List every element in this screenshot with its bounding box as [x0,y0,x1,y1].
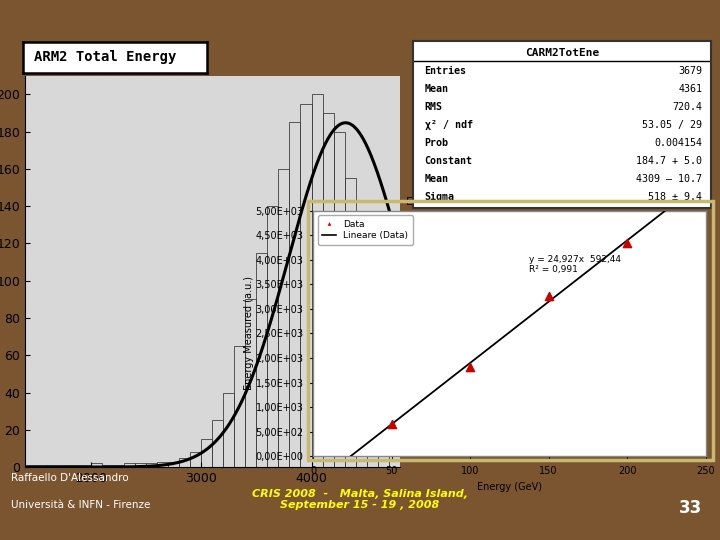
Point [464,362,476,371]
Text: χ² / ndf: χ² / ndf [425,120,472,130]
Bar [113,465,125,467]
Legend: Data, Lineare (Data): Data, Lineare (Data) [318,215,413,245]
Bar [125,463,135,467]
Bar [289,122,300,467]
Bar [223,393,235,467]
Bar [246,299,256,467]
Bar [400,439,410,467]
Point [543,291,554,300]
Text: Mean: Mean [425,84,449,94]
Bar [323,113,333,467]
Bar [202,439,212,467]
Bar [36,465,48,467]
Y-axis label: Energy Measured (a.u.): Energy Measured (a.u.) [244,276,254,390]
Bar [235,346,246,467]
X-axis label: Energy (GeV): Energy (GeV) [477,482,542,491]
Bar [58,465,69,467]
Bar [25,465,36,467]
Text: 4361: 4361 [678,84,703,94]
Text: Università & INFN - Firenze: Università & INFN - Firenze [11,500,150,510]
Text: 0.004154: 0.004154 [654,138,703,148]
Text: Sigma: Sigma [425,192,454,202]
Bar [190,452,202,467]
Text: 184.7 + 5.0: 184.7 + 5.0 [636,156,703,166]
Bar [256,253,267,467]
Text: 518 ± 9.4: 518 ± 9.4 [649,192,703,202]
Bar [312,94,323,467]
Title: Energy Linearity with Silicon Sensors: Energy Linearity with Silicon Sensors [406,197,613,207]
Bar [91,463,102,467]
Text: 720.4: 720.4 [672,102,703,112]
Text: ARM2 Total Energy: ARM2 Total Energy [34,50,176,64]
Bar [333,132,345,467]
Text: CRIS 2008  -   Malta, Salina Island,
September 15 - 19 , 2008: CRIS 2008 - Malta, Salina Island, Septem… [252,489,468,510]
Text: 33: 33 [679,498,702,517]
Text: Raffaello D'Alessandro: Raffaello D'Alessandro [11,473,128,483]
Bar [366,281,377,467]
Bar [212,421,223,467]
Bar [69,465,80,467]
Bar [80,465,91,467]
Bar [377,346,389,467]
Bar [300,104,312,467]
Text: Entries: Entries [425,66,467,77]
Bar [168,462,179,467]
Bar [345,178,356,467]
Text: y = 24,927x  592,44
R² = 0,991: y = 24,927x 592,44 R² = 0,991 [529,255,621,274]
Text: 3679: 3679 [678,66,703,77]
Bar [356,225,366,467]
Bar [146,463,158,467]
Text: Constant: Constant [425,156,472,166]
Text: RMS: RMS [425,102,443,112]
Text: 53.05 / 29: 53.05 / 29 [642,120,703,130]
Point [386,420,397,429]
Text: 4309 – 10.7: 4309 – 10.7 [636,174,703,184]
Bar [158,462,168,467]
Bar [102,465,113,467]
Bar [267,206,279,467]
Text: CARM2TotEne: CARM2TotEne [525,48,599,58]
Point [621,238,633,247]
Text: Mean: Mean [425,174,449,184]
Bar [279,169,289,467]
Bar [389,402,400,467]
Bar [179,458,190,467]
Bar [135,463,146,467]
Text: Prob: Prob [425,138,449,148]
Bar [48,465,58,467]
